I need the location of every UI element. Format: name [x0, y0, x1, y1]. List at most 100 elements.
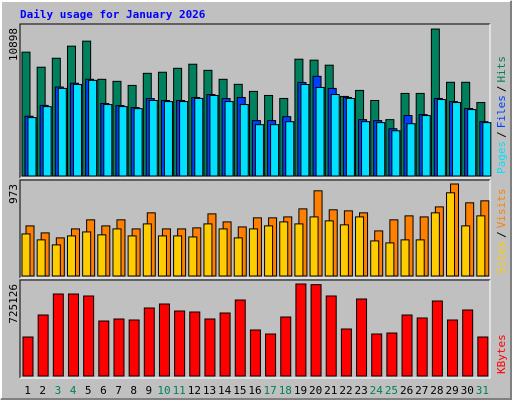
- bar: [386, 332, 398, 377]
- x-tick-label: 15: [233, 384, 246, 397]
- bar: [37, 314, 49, 377]
- bar: [158, 303, 170, 377]
- x-tick-label: 23: [355, 384, 368, 397]
- x-tick-label: 9: [146, 384, 153, 397]
- bar: [385, 242, 395, 277]
- x-tick-label: 30: [461, 384, 474, 397]
- y-tick-label: 10898: [7, 28, 20, 61]
- x-tick-label: 13: [203, 384, 216, 397]
- bar: [51, 244, 61, 277]
- bar: [446, 192, 456, 277]
- bar: [461, 225, 471, 277]
- panel-light: [20, 280, 491, 379]
- bar: [174, 310, 186, 377]
- bar: [113, 318, 125, 377]
- legend: KBytes: [495, 334, 508, 374]
- bar: [142, 223, 152, 277]
- bar: [416, 317, 428, 377]
- bar: [270, 124, 280, 177]
- bar: [355, 216, 365, 277]
- bar: [219, 312, 231, 377]
- bar: [97, 234, 107, 277]
- bar: [82, 231, 92, 277]
- bar: [421, 115, 431, 177]
- x-tick-label: 17: [264, 384, 277, 397]
- y-tick-label: 725126: [7, 284, 20, 324]
- bar: [66, 235, 76, 277]
- legend-entry: Hits: [495, 56, 508, 83]
- x-tick-label: 25: [385, 384, 398, 397]
- bar: [309, 216, 319, 277]
- bar: [295, 283, 307, 377]
- bar: [391, 130, 401, 177]
- bar: [173, 235, 183, 277]
- x-tick-label: 8: [130, 384, 137, 397]
- panel-light: [20, 180, 491, 279]
- bar: [254, 124, 264, 177]
- bar: [234, 299, 246, 377]
- x-tick-label: 4: [70, 384, 77, 397]
- bar: [98, 320, 110, 377]
- bar: [447, 319, 459, 377]
- bar: [279, 221, 289, 277]
- x-tick-label: 29: [445, 384, 458, 397]
- x-tick-label: 27: [415, 384, 428, 397]
- chart-title: Daily usage for January 2026: [20, 8, 206, 21]
- bar: [415, 239, 425, 277]
- legend-separator: /: [495, 231, 508, 238]
- x-tick-label: 7: [115, 384, 122, 397]
- panel-shadow: [19, 23, 490, 178]
- bar: [436, 99, 446, 177]
- bar: [233, 237, 243, 277]
- bar: [143, 307, 155, 377]
- x-tick-label: 14: [218, 384, 232, 397]
- x-tick-label: 26: [400, 384, 413, 397]
- x-tick-label: 1: [24, 384, 31, 397]
- x-tick-label: 22: [339, 384, 352, 397]
- x-tick-label: 11: [173, 384, 186, 397]
- legend-separator: /: [495, 86, 508, 93]
- legend-entry: Sites: [495, 241, 508, 274]
- bar: [72, 83, 82, 177]
- bar: [248, 228, 258, 277]
- bar: [57, 87, 67, 177]
- bar: [148, 99, 158, 177]
- bar: [340, 328, 352, 377]
- x-tick-label: 18: [279, 384, 292, 397]
- bar: [482, 122, 492, 177]
- bar: [36, 239, 46, 277]
- y-tick-label: 973: [7, 184, 20, 204]
- bar: [376, 122, 386, 177]
- bar: [371, 333, 383, 377]
- bar: [467, 109, 477, 177]
- x-tick-label: 6: [100, 384, 107, 397]
- bar: [431, 300, 443, 377]
- bar: [462, 309, 474, 377]
- legend-separator: /: [495, 131, 508, 138]
- bar: [361, 121, 371, 177]
- legend-entry: Files: [495, 95, 508, 128]
- bar: [189, 311, 201, 377]
- legend: Sites / Visits: [495, 189, 508, 275]
- x-tick-label: 3: [55, 384, 62, 397]
- bar: [325, 295, 337, 377]
- bar: [315, 86, 325, 177]
- x-tick-label: 16: [248, 384, 261, 397]
- bar: [163, 101, 173, 177]
- bar: [42, 106, 52, 177]
- bar: [249, 329, 261, 377]
- x-tick-label: 10: [157, 384, 170, 397]
- bar: [265, 333, 277, 377]
- bar: [194, 97, 204, 177]
- bar: [103, 104, 113, 177]
- bar: [401, 314, 413, 377]
- bar: [239, 104, 249, 177]
- x-tick-label: 28: [430, 384, 443, 397]
- bar: [67, 293, 79, 377]
- bar: [133, 108, 143, 177]
- bar: [203, 223, 213, 277]
- x-tick-label: 2: [39, 384, 46, 397]
